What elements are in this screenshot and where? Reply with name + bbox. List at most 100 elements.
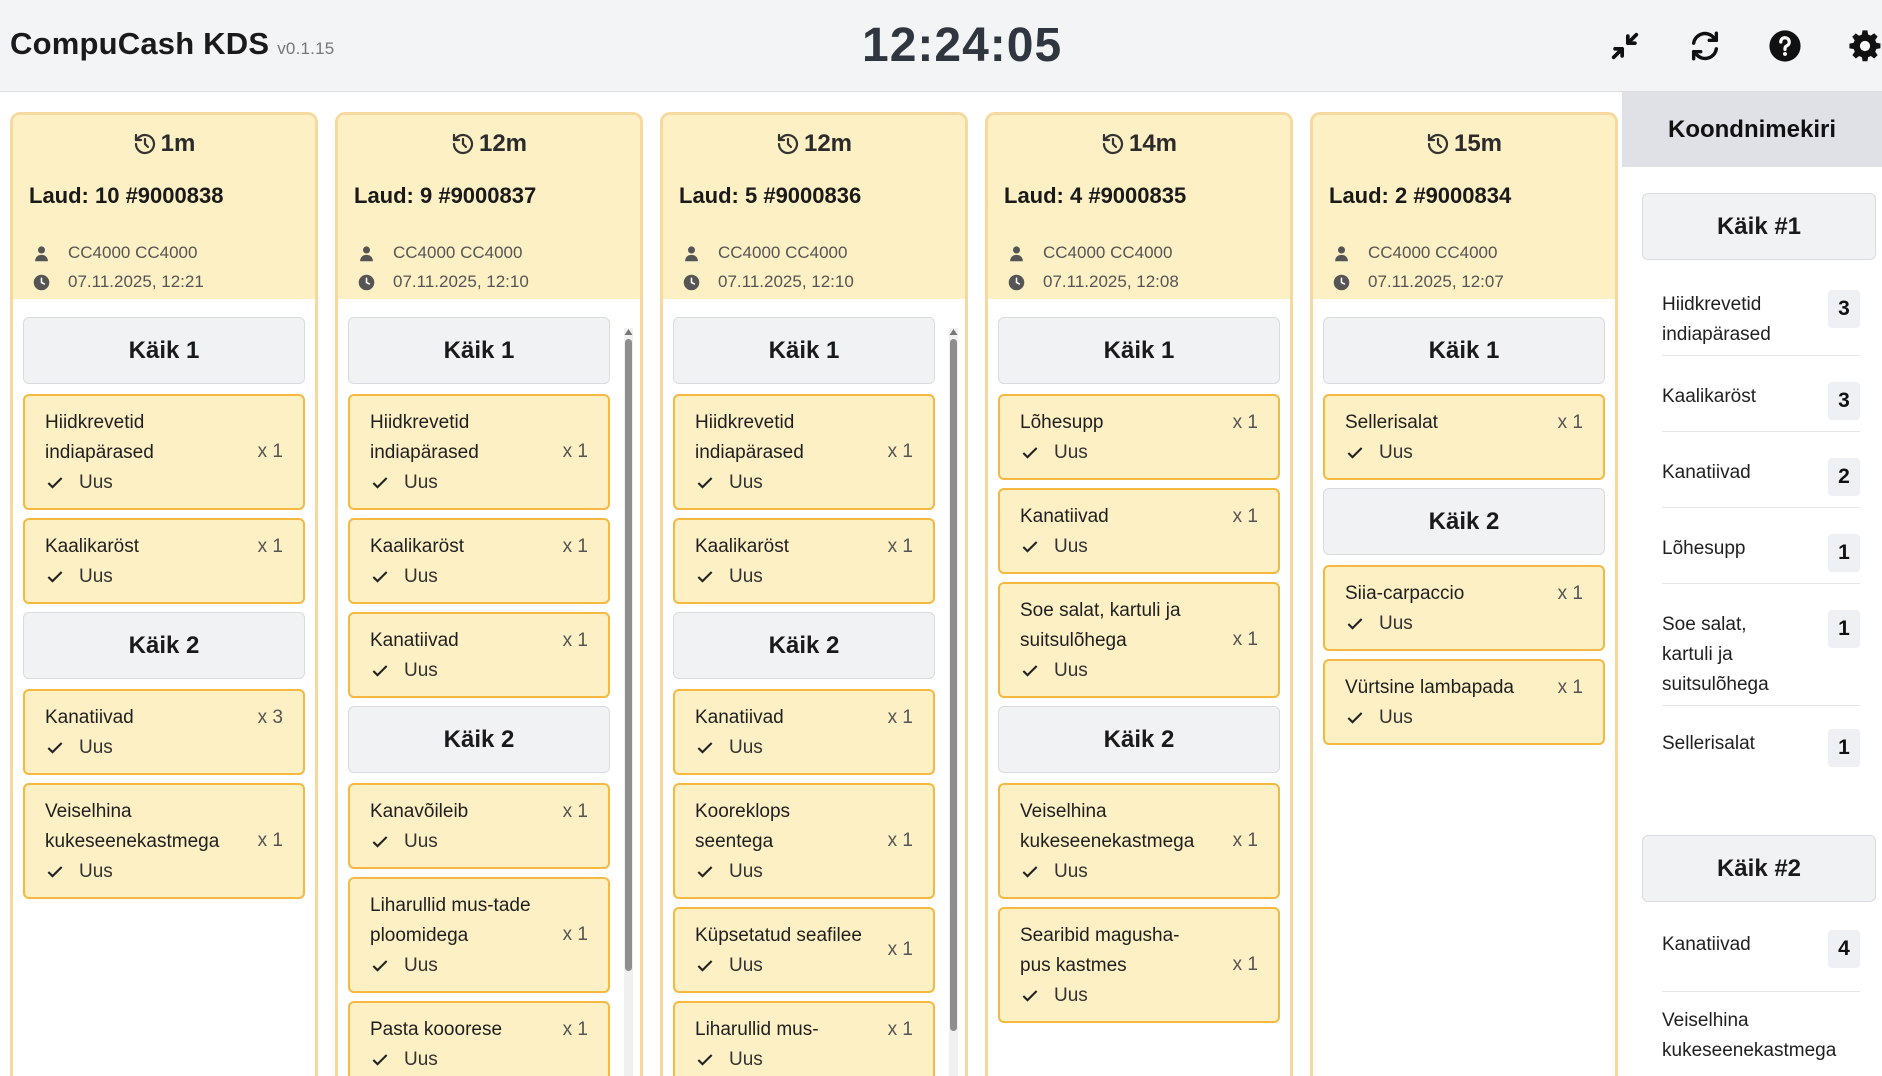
user-icon [685,245,698,261]
check-icon [47,571,63,583]
check-icon [47,866,63,878]
ticket-header: 14m Laud: 4 #9000835 CC4000 CC4000 07.11… [988,115,1290,299]
ticket-body: Käik 1 Hiidkrevetid indiapärased x 1 Uus… [23,317,305,907]
item-name: Kooreklops seentega [695,801,791,852]
check-icon [372,960,388,972]
ticket-user: CC4000 CC4000 [1333,243,1497,263]
item-name: Pasta kooorese [370,1019,503,1040]
order-ticket[interactable]: 1m Laud: 10 #9000838 CC4000 CC4000 07.11… [10,112,318,1076]
order-item[interactable]: Hiidkrevetid indiapärased x 1 Uus [23,394,305,510]
item-quantity: x 1 [562,441,588,462]
order-item[interactable]: Kaalikaröst x 1 Uus [348,518,610,604]
item-status: Uus [695,857,863,887]
collapse-icon [1611,32,1639,60]
summary-item-name: Kanatiivad [1662,462,1751,483]
item-status: Uus [1345,438,1533,468]
order-item[interactable]: Lõhesupp x 1 Uus [998,394,1280,480]
course-header: Käik 1 [1323,317,1605,384]
item-quantity: x 1 [887,441,913,462]
check-icon [372,665,388,677]
summary-item-name: Sellerisalat [1662,733,1755,754]
order-item[interactable]: Sellerisalat x 1 Uus [1323,394,1605,480]
check-icon [697,866,713,878]
order-item[interactable]: Kanatiivad x 1 Uus [998,488,1280,574]
user-name: CC4000 CC4000 [718,243,848,262]
datetime-value: 07.11.2025, 12:10 [718,272,854,291]
check-icon [47,477,63,489]
order-item[interactable]: Kanavõileib x 1 Uus [348,783,610,869]
order-item[interactable]: Vürtsine lambapada x 1 Uus [1323,659,1605,745]
ticket-header: 15m Laud: 2 #9000834 CC4000 CC4000 07.11… [1313,115,1615,299]
user-name: CC4000 CC4000 [1368,243,1498,262]
order-item[interactable]: Veiselhina kukeseenekastmega x 1 Uus [23,783,305,899]
item-quantity: x 1 [1232,412,1258,433]
item-quantity: x 1 [887,536,913,557]
order-ticket[interactable]: 14m Laud: 4 #9000835 CC4000 CC4000 07.11… [985,112,1293,1076]
ticket-body: Käik 1 Hiidkrevetid indiapärased x 1 Uus… [673,317,935,1076]
item-status: Uus [370,1045,538,1075]
settings-icon [1849,30,1881,62]
order-item[interactable]: Liharullid mus-tade ploomidega x 1 Uus [348,877,610,993]
order-item[interactable]: Kaalikaröst x 1 Uus [23,518,305,604]
scroll-thumb[interactable] [625,339,632,971]
order-board: 1m Laud: 10 #9000838 CC4000 CC4000 07.11… [0,92,1622,1076]
status-label: Uus [79,566,113,587]
order-item[interactable]: Küpsetatud seafilee x 1 Uus [673,907,935,993]
summary-count-badge: 3 [1828,382,1860,420]
status-label: Uus [1379,442,1413,463]
item-quantity: x 1 [1557,583,1583,604]
order-item[interactable]: Veiselhina kukeseenekastmega x 1 Uus [998,783,1280,899]
item-status: Uus [695,1045,863,1075]
datetime-value: 07.11.2025, 12:07 [1368,272,1504,291]
ticket-scrollbar[interactable] [624,328,633,1076]
ticket-scrollbar[interactable] [949,328,958,1076]
help-button[interactable] [1763,24,1807,68]
refresh-button[interactable] [1683,24,1727,68]
datetime-value: 07.11.2025, 12:08 [1043,272,1179,291]
order-item[interactable]: Siia-carpaccio x 1 Uus [1323,565,1605,651]
order-item[interactable]: Hiidkrevetid indiapärased x 1 Uus [673,394,935,510]
order-item[interactable]: Kanatiivad x 1 Uus [673,689,935,775]
item-quantity: x 1 [562,536,588,557]
item-status: Uus [695,562,863,592]
order-ticket[interactable]: 12m Laud: 5 #9000836 CC4000 CC4000 07.11… [660,112,968,1076]
clock-icon [683,274,700,290]
order-item[interactable]: Searibid magusha-pus kastmes x 1 Uus [998,907,1280,1023]
settings-button[interactable] [1843,24,1882,68]
order-item[interactable]: Kaalikaröst x 1 Uus [673,518,935,604]
scroll-up-icon[interactable] [624,328,633,336]
status-label: Uus [1054,536,1088,557]
check-icon [1022,541,1038,553]
order-item[interactable]: Kanatiivad x 1 Uus [348,612,610,698]
clock: 12:24:05 [862,19,1063,72]
order-item[interactable]: Kooreklops seentega x 1 Uus [673,783,935,899]
item-status: Uus [370,468,538,498]
item-status: Uus [1020,656,1208,686]
check-icon [372,836,388,848]
check-icon [372,1054,388,1066]
scroll-thumb[interactable] [950,339,957,1031]
item-name: Veiselhina kukeseenekastmega [45,801,220,852]
order-item[interactable]: Liharullid mus- x 1 Uus [673,1001,935,1076]
scroll-up-icon[interactable] [949,328,958,336]
item-name: Kaalikaröst [695,536,789,557]
user-icon [35,245,48,261]
sidebar-title: Koondnimekiri [1622,92,1882,167]
order-item[interactable]: Soe salat, kartuli ja suitsulõhega x 1 U… [998,582,1280,698]
order-ticket[interactable]: 12m Laud: 9 #9000837 CC4000 CC4000 07.11… [335,112,643,1076]
item-name: Searibid magusha-pus kastmes [1020,925,1180,976]
collapse-button[interactable] [1603,24,1647,68]
item-name: Soe salat, kartuli ja suitsulõhega [1020,600,1181,651]
order-ticket[interactable]: 15m Laud: 2 #9000834 CC4000 CC4000 07.11… [1310,112,1618,1076]
status-label: Uus [729,1049,763,1070]
ticket-user: CC4000 CC4000 [683,243,847,263]
item-name: Kanatiivad [695,707,784,728]
check-icon [1022,665,1038,677]
order-item[interactable]: Hiidkrevetid indiapärased x 1 Uus [348,394,610,510]
status-label: Uus [729,861,763,882]
order-item[interactable]: Kanatiivad x 3 Uus [23,689,305,775]
clock-icon [1333,274,1350,290]
order-item[interactable]: Pasta kooorese x 1 Uus [348,1001,610,1076]
ticket-header: 12m Laud: 5 #9000836 CC4000 CC4000 07.11… [663,115,965,299]
status-label: Uus [79,472,113,493]
